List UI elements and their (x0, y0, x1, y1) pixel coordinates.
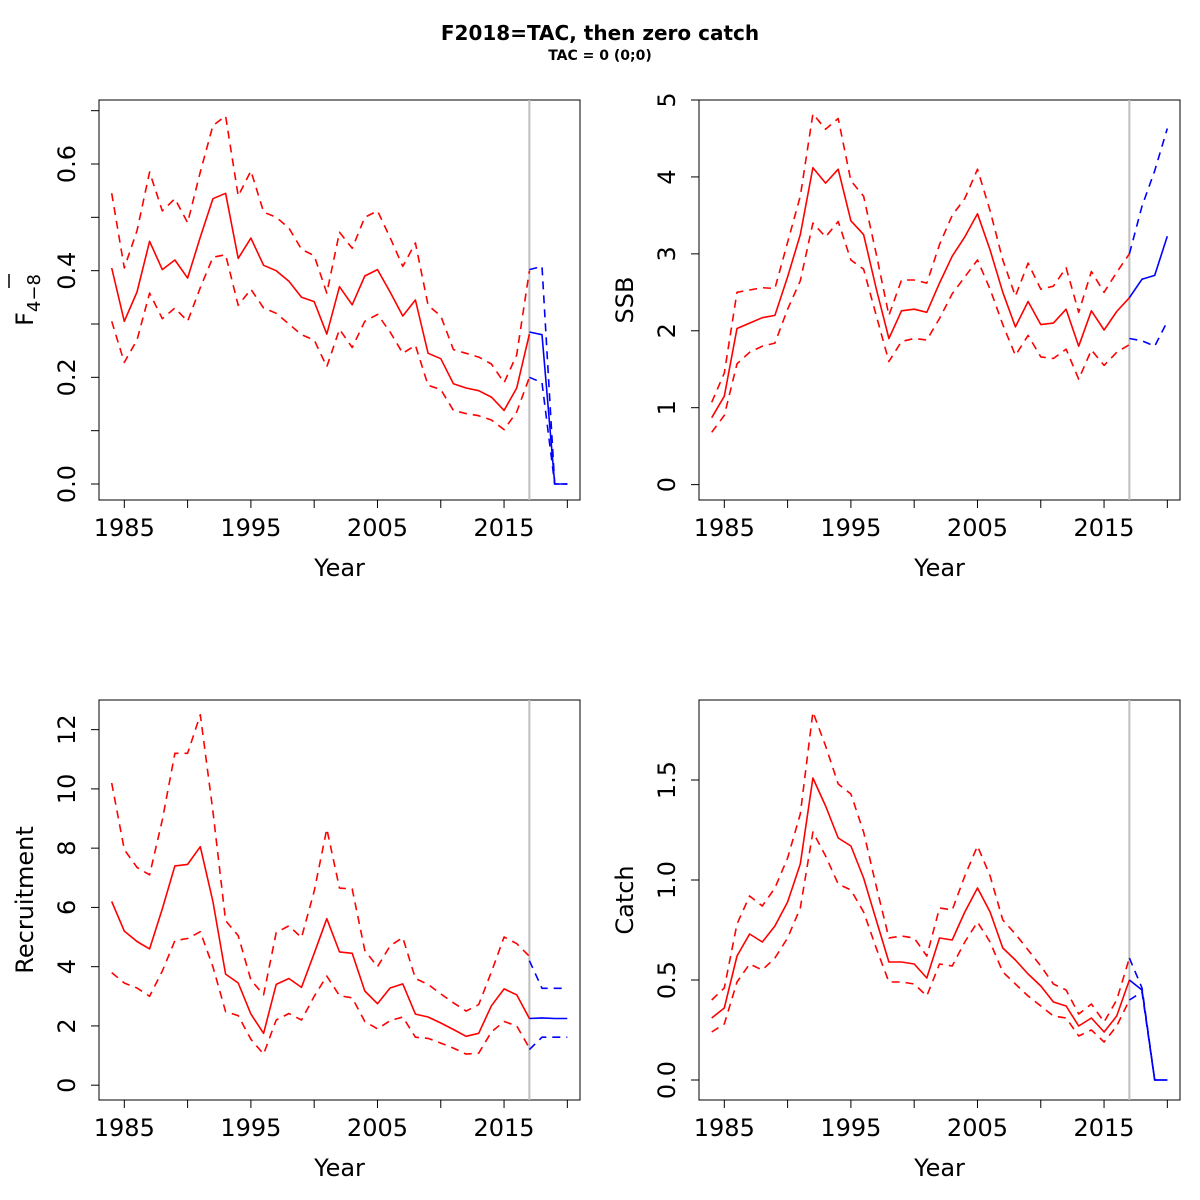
x-axis-label: Year (913, 554, 965, 582)
y-tick-label: 3 (653, 246, 681, 261)
y-tick-label: 1 (653, 400, 681, 415)
x-tick-label: 2015 (1074, 1114, 1135, 1142)
historic-lower-ci-line (711, 831, 1131, 1043)
x-tick-label: 1985 (94, 1114, 155, 1142)
forecast-lower-ci-line (1129, 321, 1169, 348)
historic-lower-ci-line (711, 220, 1130, 433)
y-tick-label: 1.5 (653, 761, 681, 799)
y-tick-label: 0.0 (653, 1061, 681, 1099)
chart-panel-top-left: 1985 1995 2005 2015 0.0 0.2 0.4 0.6 Year F4−8 (8, 99, 581, 582)
chart-panel-top-right: 1985 1995 2005 2015 0 1 2 3 4 5 Year SSB (611, 92, 1181, 582)
forecast-upper-ci-line (529, 265, 568, 485)
x-axis-label: Year (313, 1154, 365, 1182)
y-tick-label: 0.4 (53, 252, 81, 290)
figure-subtitle: TAC = 0 (0;0) (548, 48, 652, 64)
y-tick-label: 0 (53, 1078, 81, 1093)
y-tick-label: 0.6 (53, 145, 81, 183)
plot-frame (98, 99, 581, 501)
y-axis-label: Catch (611, 865, 639, 934)
forecast-upper-ci-line (1128, 957, 1168, 1081)
y-tick-label: 0 (653, 477, 681, 492)
historic-lower-ci-line (111, 930, 531, 1055)
forecast-estimate-line (529, 331, 568, 485)
historic-estimate-line (711, 166, 1130, 419)
y-tick-label: 12 (53, 714, 81, 745)
chart-panel-bottom-left: 1985 1995 2005 2015 0 2 4 6 8 10 12 Year Recruitment (11, 699, 581, 1182)
forecast-upper-ci-line (528, 960, 568, 990)
y-tick-label: 2 (53, 1018, 81, 1033)
y-tick-label: 2 (653, 323, 681, 338)
y-tick-label: 8 (53, 841, 81, 856)
x-tick-label: 2005 (947, 1114, 1008, 1142)
forecast-lower-ci-line (529, 376, 568, 485)
historic-upper-ci-line (711, 711, 1131, 1023)
y-axis-label: F4−8 (11, 274, 45, 326)
y-axis-label: SSB (611, 277, 639, 324)
y-tick-label: 4 (53, 959, 81, 974)
plot-frame (98, 699, 581, 1101)
forecast-upper-ci-line (1128, 128, 1169, 255)
x-axis-label: Year (913, 1154, 965, 1182)
x-tick-label: 1995 (820, 1114, 881, 1142)
y-axis-label: Recruitment (11, 826, 39, 973)
y-tick-label: 10 (53, 774, 81, 805)
x-tick-label: 2005 (947, 514, 1008, 542)
x-tick-label: 1985 (694, 1114, 755, 1142)
historic-upper-ci-line (110, 713, 530, 1012)
x-tick-label: 1985 (694, 514, 755, 542)
forecast-estimate-line (1128, 235, 1169, 299)
y-tick-label: 0.2 (53, 358, 81, 396)
historic-estimate-line (110, 845, 531, 1038)
historic-upper-ci-line (110, 115, 531, 384)
x-tick-label: 1995 (820, 514, 881, 542)
forecast-estimate-line (529, 1017, 568, 1020)
chart-panel-bottom-right: 1985 1995 2005 2015 0.0 0.5 1.0 1.5 Year Catch (611, 699, 1181, 1182)
x-tick-label: 2005 (347, 1114, 408, 1142)
y-tick-label: 0.0 (53, 465, 81, 503)
historic-estimate-line (110, 192, 531, 412)
y-axis-label-subscript: 4−8 (24, 274, 45, 312)
figure-title: F2018=TAC, then zero catch (441, 21, 759, 45)
historic-estimate-line (711, 777, 1131, 1033)
plot-frame (698, 699, 1181, 1101)
x-tick-label: 2015 (474, 514, 535, 542)
x-tick-label: 1995 (220, 1114, 281, 1142)
forecast-estimate-line (1128, 979, 1168, 1081)
y-tick-label: 5 (653, 92, 681, 107)
forecast-lower-ci-line (528, 1036, 568, 1051)
x-tick-label: 2015 (474, 1114, 535, 1142)
y-tick-label: 4 (653, 169, 681, 184)
historic-upper-ci-line (710, 113, 1131, 403)
plot-frame (698, 99, 1181, 501)
y-tick-label: 6 (53, 900, 81, 915)
x-tick-label: 2015 (1074, 514, 1135, 542)
x-tick-label: 1995 (220, 514, 281, 542)
y-tick-label: 1.0 (653, 861, 681, 899)
x-axis-label: Year (313, 554, 365, 582)
y-tick-label: 0.5 (653, 961, 681, 999)
x-tick-label: 2005 (347, 514, 408, 542)
historic-lower-ci-line (110, 253, 531, 431)
x-tick-label: 1985 (94, 514, 155, 542)
